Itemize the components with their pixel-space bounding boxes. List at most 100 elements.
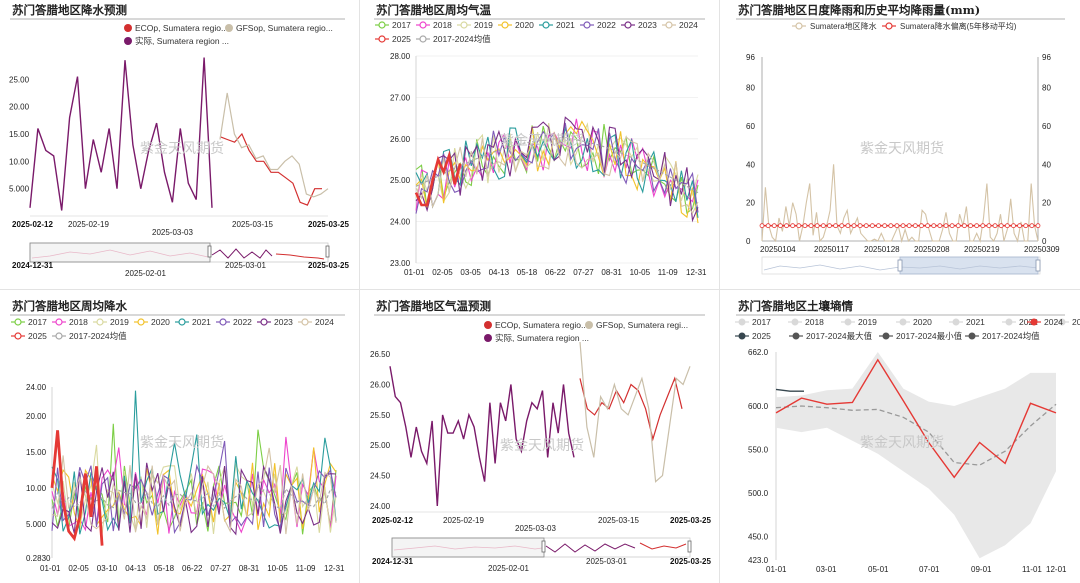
deviation-point <box>765 223 771 229</box>
legend-label[interactable]: 2025 <box>392 34 411 44</box>
x-tick-label: 01-01 <box>404 268 425 277</box>
legend-label[interactable]: 2021 <box>192 317 211 327</box>
legend-label[interactable]: 2020 <box>151 317 170 327</box>
legend-label[interactable]: 2018 <box>805 317 824 327</box>
legend-marker[interactable] <box>14 318 22 326</box>
legend-marker-ecop[interactable] <box>124 24 132 32</box>
legend-marker[interactable] <box>419 21 427 29</box>
legend-marker[interactable] <box>260 318 268 326</box>
legend-label[interactable]: 2018 <box>69 317 88 327</box>
legend-label[interactable]: 2021 <box>966 317 985 327</box>
legend-marker[interactable] <box>952 318 960 326</box>
legend-marker-deviation[interactable] <box>885 22 893 30</box>
slider-window[interactable] <box>899 256 1039 275</box>
legend-label-actual[interactable]: 实际, Sumatera region ... <box>135 36 229 46</box>
legend-label[interactable]: 2017-2024最小值 <box>896 331 963 341</box>
legend-marker[interactable] <box>137 318 145 326</box>
legend-label[interactable]: 2017 <box>392 20 411 30</box>
legend-label[interactable]: 2017-2024最大值 <box>806 331 873 341</box>
slider-handle-right[interactable] <box>687 540 692 553</box>
legend-marker[interactable] <box>1058 318 1066 326</box>
legend-marker[interactable] <box>624 21 632 29</box>
legend-label[interactable]: 2023 <box>638 20 657 30</box>
legend-label[interactable]: 2022 <box>597 20 616 30</box>
y-tick-label: 10.00 <box>9 157 30 166</box>
legend-label[interactable]: 2019 <box>858 317 877 327</box>
legend-label[interactable]: 2020 <box>515 20 534 30</box>
legend-marker[interactable] <box>378 35 386 43</box>
legend-marker[interactable] <box>899 318 907 326</box>
legend-marker-rain[interactable] <box>795 22 803 30</box>
x-tick-label: 03-05 <box>460 268 481 277</box>
legend-label[interactable]: 2025 <box>28 331 47 341</box>
legend-label-ecop[interactable]: ECOp, Sumatera regio... <box>135 23 228 33</box>
legend-label[interactable]: 2022 <box>233 317 252 327</box>
legend-marker-actual[interactable] <box>124 37 132 45</box>
legend-label-rain[interactable]: Sumatera地区降水 <box>810 21 877 31</box>
legend-marker-actual[interactable] <box>484 334 492 342</box>
legend-marker[interactable] <box>419 35 427 43</box>
legend-marker-ecop[interactable] <box>484 321 492 329</box>
zoom-slider[interactable]: 2024-12-31 2025-02-01 2025-03-01 2025-03… <box>372 537 711 573</box>
legend-label[interactable]: 2024 <box>315 317 334 327</box>
legend-marker[interactable] <box>844 318 852 326</box>
legend-marker[interactable] <box>583 21 591 29</box>
slider-handle-right[interactable] <box>325 245 330 258</box>
legend-marker[interactable] <box>501 21 509 29</box>
legend-marker[interactable] <box>219 318 227 326</box>
y-tick-label: 26.00 <box>390 135 411 144</box>
slider-label: 2025-03-01 <box>586 557 627 566</box>
deviation-point <box>1023 223 1029 229</box>
legend-label[interactable]: 2017-2024均值 <box>433 34 491 44</box>
legend-label[interactable]: 2017-2024均值 <box>982 331 1040 341</box>
legend-marker[interactable] <box>96 318 104 326</box>
legend-marker[interactable] <box>55 332 63 340</box>
legend-marker[interactable] <box>791 318 799 326</box>
legend-label[interactable]: 2023 <box>1072 317 1080 327</box>
y-tick-label-left: 0 <box>746 237 751 246</box>
legend-label[interactable]: 2020 <box>913 317 932 327</box>
slider-handle-left[interactable] <box>207 245 212 258</box>
legend-marker[interactable] <box>882 332 890 340</box>
legend-label-deviation[interactable]: Sumatera降水偏离(5年移动平均) <box>900 21 1017 31</box>
legend-marker[interactable] <box>178 318 186 326</box>
zoom-slider[interactable] <box>761 256 1041 275</box>
legend-label[interactable]: 2024 <box>1044 317 1063 327</box>
slider-label: 2025-03-25 <box>308 261 349 270</box>
legend-marker[interactable] <box>542 21 550 29</box>
slider-handle-left[interactable] <box>541 540 546 553</box>
slider-handle-right[interactable] <box>1035 259 1041 272</box>
legend-marker[interactable] <box>301 318 309 326</box>
legend-label[interactable]: 2019 <box>110 317 129 327</box>
legend-marker[interactable] <box>1005 318 1013 326</box>
legend-label-actual[interactable]: 实际, Sumatera region ... <box>495 333 589 343</box>
legend-marker[interactable] <box>738 332 746 340</box>
legend-marker[interactable] <box>1030 318 1038 326</box>
legend-label[interactable]: 2017 <box>28 317 47 327</box>
legend-label[interactable]: 2017 <box>752 317 771 327</box>
legend-marker[interactable] <box>665 21 673 29</box>
slider-preview-actual <box>545 543 636 553</box>
legend-marker[interactable] <box>968 332 976 340</box>
legend-label[interactable]: 2019 <box>474 20 493 30</box>
legend-marker[interactable] <box>55 318 63 326</box>
deviation-point <box>790 223 796 229</box>
legend-label-ecop[interactable]: ECOp, Sumatera regio... <box>495 320 588 330</box>
legend-label[interactable]: 2021 <box>556 20 575 30</box>
legend-label[interactable]: 2023 <box>274 317 293 327</box>
slider-handle-left[interactable] <box>897 259 903 272</box>
legend-label-gfsop[interactable]: GFSop, Sumatera regi... <box>596 320 688 330</box>
legend-marker[interactable] <box>14 332 22 340</box>
legend-marker[interactable] <box>378 21 386 29</box>
zoom-slider[interactable]: 2024-12-31 2025-02-01 2025-03-01 2025-03… <box>12 242 349 278</box>
legend-marker[interactable] <box>460 21 468 29</box>
legend-label[interactable]: 2024 <box>679 20 698 30</box>
legend-label[interactable]: 2025 <box>752 331 771 341</box>
legend-marker-gfsop[interactable] <box>225 24 233 32</box>
legend-marker[interactable] <box>792 332 800 340</box>
legend-label-gfsop[interactable]: GFSop, Sumatera regio... <box>236 23 333 33</box>
legend-label[interactable]: 2017-2024均值 <box>69 331 127 341</box>
legend-marker-gfsop[interactable] <box>585 321 593 329</box>
legend-marker[interactable] <box>738 318 746 326</box>
legend-label[interactable]: 2018 <box>433 20 452 30</box>
